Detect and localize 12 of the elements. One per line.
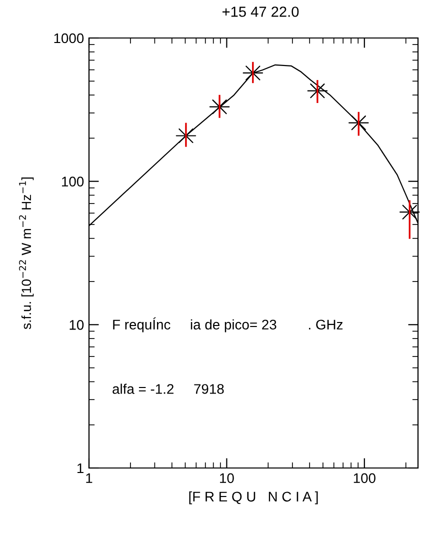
- x-tick-label: 100: [354, 473, 376, 484]
- y-tick-label: 1000: [54, 33, 84, 44]
- chart-title: +15 47 22.0: [222, 6, 299, 17]
- x-tick-label: 1: [86, 473, 92, 483]
- y-axis-title: s.f.u. [10$^{−22}$ W m$^{−2}$ Hz$^{−1}$]: [19, 177, 34, 330]
- y-tick-label: 100: [62, 176, 84, 187]
- y-tick-label: 10: [70, 320, 84, 330]
- annotation: F requÍnc ia de pico= 23 . GHz: [113, 317, 343, 332]
- x-axis-title: [F R E Q U N C I A ]: [189, 491, 318, 504]
- annotation: alfa = -1.2 7918: [112, 384, 224, 394]
- y-tick-label: 1: [77, 463, 84, 474]
- x-tick-label: 10: [220, 473, 234, 484]
